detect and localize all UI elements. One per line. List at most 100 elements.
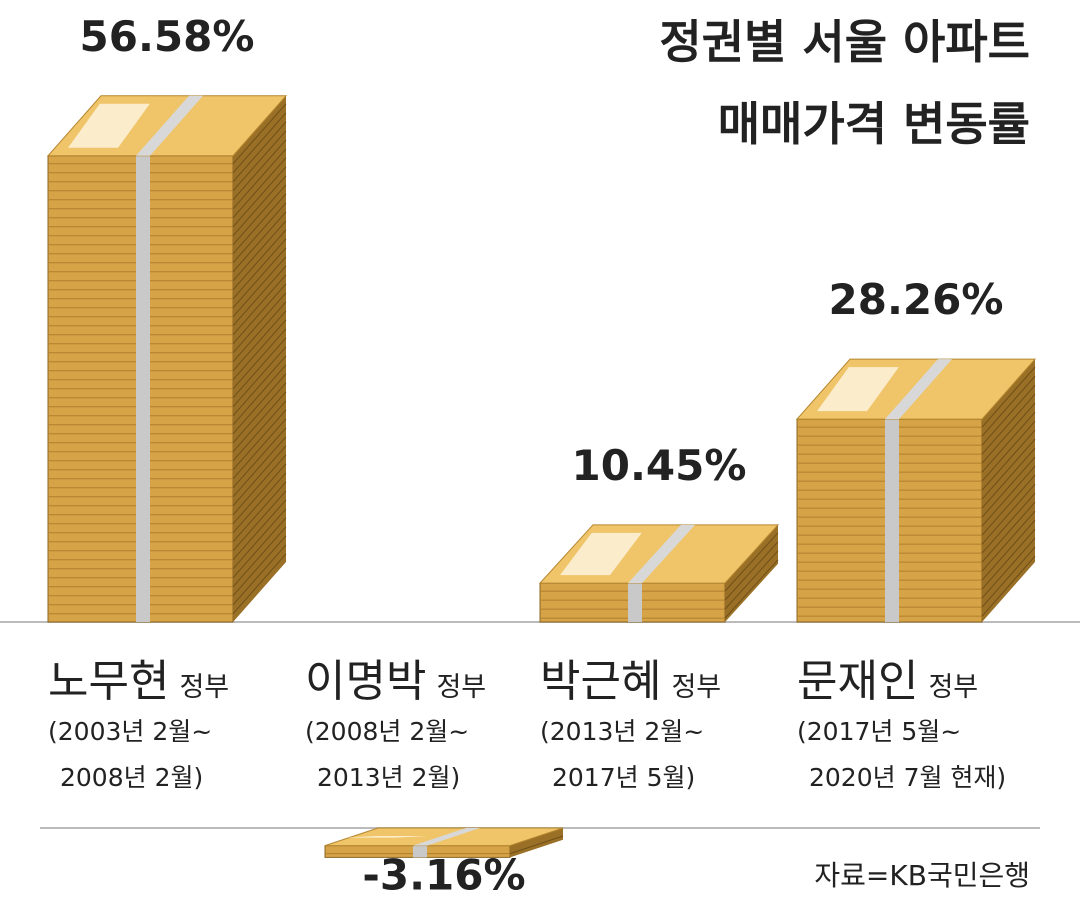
bar-strap-top	[885, 359, 952, 420]
bar-stripe	[232, 526, 287, 588]
chart-title: 정권별 서울 아파트	[659, 15, 1030, 69]
bar-stripe	[981, 546, 1036, 608]
bar-stripe	[981, 438, 1036, 500]
bar-stripe	[232, 553, 287, 615]
bar-stripe	[232, 400, 287, 462]
bar-stripe	[232, 292, 287, 354]
category-name: 문재인	[797, 656, 918, 707]
period-label: (2013년 2월~	[540, 717, 704, 746]
bar-stripe	[981, 447, 1036, 509]
bar-stripe	[232, 112, 287, 174]
x-tick-label: 박근혜 정부	[540, 656, 721, 707]
bar-stripe	[981, 555, 1036, 617]
bar-group	[46, 95, 288, 623]
category-suffix: 정부	[179, 672, 229, 703]
bar-stripe	[981, 474, 1036, 536]
bar-stripe	[981, 429, 1036, 491]
value-label: 56.58%	[80, 12, 255, 61]
bar-stripe	[232, 346, 287, 408]
period-label: 2013년 2월)	[317, 763, 460, 792]
category-name: 이명박	[305, 656, 426, 707]
bar-stripe	[232, 256, 287, 318]
bar-stripe	[232, 103, 287, 165]
bar-stripe	[981, 366, 1036, 428]
x-tick-label: 이명박 정부	[305, 656, 486, 707]
bar-stripe	[232, 454, 287, 516]
bar-stripe	[981, 384, 1036, 446]
bar-stripe	[232, 238, 287, 300]
bar-stripe	[232, 265, 287, 327]
bar-stripe	[981, 483, 1036, 545]
value-label: 28.26%	[829, 275, 1004, 324]
bar-group	[538, 524, 780, 623]
bar-stripe	[232, 373, 287, 435]
bar-stripe	[724, 532, 779, 592]
bar-stripe	[232, 508, 287, 570]
bar-strap-top	[413, 828, 480, 846]
value-label: 10.45%	[572, 441, 747, 490]
bar-stripe	[232, 166, 287, 228]
bar-stripe	[232, 274, 287, 336]
bar-stripe	[724, 550, 779, 610]
bar-stripe	[509, 835, 564, 855]
period-label: 2020년 7월 현재)	[809, 763, 1006, 792]
bar-stripe	[724, 559, 779, 619]
bar-stripe	[232, 445, 287, 507]
bar-stripe	[232, 391, 287, 453]
bar-stripe	[232, 355, 287, 417]
bar-label-sticker	[817, 367, 899, 412]
bar-strap-top	[136, 95, 203, 156]
bar-stripe	[232, 337, 287, 399]
category-name: 노무현	[48, 656, 169, 707]
bar-group	[795, 358, 1037, 623]
bar-stripe	[232, 319, 287, 381]
bar-stripe	[232, 139, 287, 201]
bar-stripe	[981, 501, 1036, 563]
bar-stripe	[232, 148, 287, 210]
bar-stripe	[724, 541, 779, 601]
bar-stripe	[232, 472, 287, 534]
bar-stripe	[232, 427, 287, 489]
bar-strap	[885, 419, 899, 622]
bar-stripe	[232, 490, 287, 552]
category-suffix: 정부	[436, 672, 486, 703]
bar-stripe	[232, 283, 287, 345]
bar-strap	[628, 583, 642, 622]
bar-stripe	[232, 247, 287, 309]
chart-title: 매매가격 변동률	[718, 97, 1030, 151]
bar-stripe	[232, 544, 287, 606]
bar-stripe	[981, 492, 1036, 554]
bar-stripe	[232, 463, 287, 525]
bar-stripe	[981, 420, 1036, 482]
bar-stripe	[232, 220, 287, 282]
bar-stripe	[232, 211, 287, 273]
bar-stripe	[232, 436, 287, 498]
bar-strap	[136, 155, 150, 622]
bar-stripe	[981, 393, 1036, 455]
bar-stripe	[232, 175, 287, 237]
bar-stripe	[232, 202, 287, 264]
x-tick-label: 노무현 정부	[48, 656, 229, 707]
bar-stripe	[232, 535, 287, 597]
bar-strap-top	[628, 524, 695, 584]
bar-stripe	[981, 375, 1036, 437]
period-label: (2008년 2월~	[305, 717, 469, 746]
category-name: 박근혜	[540, 656, 661, 707]
bar-stripe	[232, 364, 287, 426]
bar-stripe	[232, 229, 287, 291]
bar-stripe	[232, 193, 287, 255]
bar-label-sticker	[560, 532, 642, 576]
bar-label-sticker	[68, 103, 150, 148]
category-suffix: 정부	[671, 672, 721, 703]
bar-side	[725, 524, 778, 622]
period-label: (2003년 2월~	[48, 717, 212, 746]
bar-stripe	[232, 121, 287, 183]
bar-strap	[413, 845, 427, 858]
bar-group	[324, 827, 564, 858]
bar-stripe	[232, 184, 287, 246]
bar-stripe	[232, 301, 287, 363]
value-label: -3.16%	[362, 850, 525, 899]
bar-stripe	[232, 130, 287, 192]
period-label: 2008년 2월)	[60, 763, 203, 792]
